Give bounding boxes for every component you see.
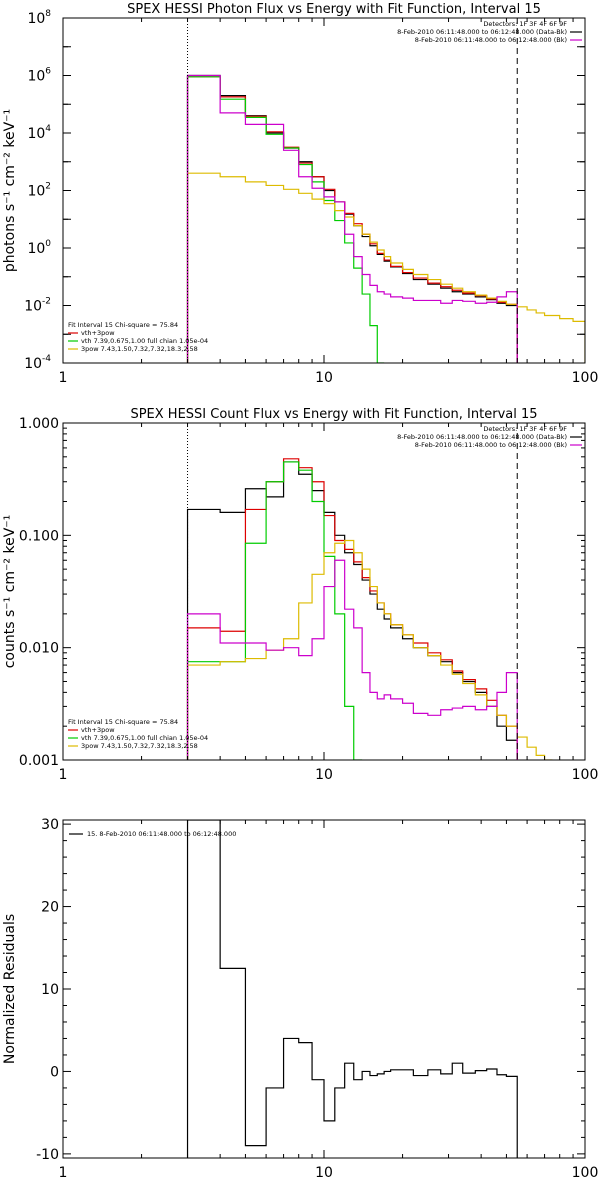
chart-panel-1: 1 10 100 0.001 0.010 0.100 1.000 SPEX HESSI Cou… bbox=[2, 407, 598, 783]
y-tick-base: 10 bbox=[24, 299, 42, 315]
legend-bottom-entry: vth+3pow bbox=[81, 329, 115, 337]
x-tick-label: 10 bbox=[315, 767, 333, 783]
series-line bbox=[186, 461, 518, 760]
y-tick-label: 0.100 bbox=[19, 528, 59, 544]
y-tick-label: -10 bbox=[36, 1147, 59, 1163]
series-line bbox=[186, 74, 518, 363]
series-group bbox=[186, 458, 553, 760]
series-group bbox=[186, 74, 585, 363]
legend-top-entry: 15. 8-Feb-2010 06:11:48.000 to 06:12:48.… bbox=[87, 830, 236, 838]
y-tick-label: 10 bbox=[41, 982, 59, 998]
y-tick-label: 0.010 bbox=[19, 641, 59, 657]
series-group bbox=[186, 820, 518, 1158]
legend-bottom-entry: vth 7.39,0.675,1.00 full chian 1.05e-04 bbox=[81, 734, 208, 742]
y-tick-label: 1.000 bbox=[19, 416, 59, 432]
series-line bbox=[186, 461, 363, 760]
y-tick-label: 30 bbox=[41, 817, 59, 833]
y-tick-base: 10 bbox=[27, 184, 45, 200]
legend-bottom-entry: Fit Interval 15 Chi-square = 75.84 bbox=[68, 321, 178, 329]
x-tick-label: 1 bbox=[59, 370, 68, 386]
y-tick-label: 106 bbox=[27, 67, 51, 85]
y-tick-base: 10 bbox=[27, 241, 45, 257]
chart-title: SPEX HESSI Count Flux vs Energy with Fit… bbox=[130, 407, 537, 422]
y-tick-label: 10-2 bbox=[24, 297, 51, 315]
y-tick-label: 104 bbox=[27, 124, 51, 142]
y-tick-label: 10-4 bbox=[24, 354, 51, 372]
x-tick-label: 10 bbox=[315, 370, 333, 386]
y-tick-label: 108 bbox=[27, 9, 51, 27]
series-line bbox=[186, 172, 585, 363]
series-line bbox=[186, 559, 518, 760]
x-tick-label: 10 bbox=[315, 1165, 333, 1181]
y-tick-base: 10 bbox=[27, 69, 45, 85]
y-tick-base: 10 bbox=[27, 11, 45, 27]
y-tick-exponent: -4 bbox=[42, 354, 51, 364]
legend-bottom-entry: 3pow 7.43,1.50,7.32,7.32,18.3,2.58 bbox=[81, 345, 198, 353]
y-tick-label: 100 bbox=[27, 239, 51, 257]
y-axis-label: Normalized Residuals bbox=[2, 914, 18, 1064]
y-tick-exponent: 2 bbox=[45, 182, 51, 192]
legend-bottom-entry: vth+3pow bbox=[81, 726, 115, 734]
y-tick-exponent: -2 bbox=[42, 297, 51, 307]
y-tick-base: 10 bbox=[27, 126, 45, 142]
series-line bbox=[186, 74, 518, 363]
legend-top-entry: Detectors: 1F 3F 4F 6F 9F bbox=[483, 20, 567, 28]
x-tick-label: 100 bbox=[572, 370, 599, 386]
legend-top-entry: 8-Feb-2010 06:11:48.000 to 06:12:48.000 … bbox=[415, 441, 567, 449]
x-tick-label: 100 bbox=[572, 1165, 599, 1181]
y-tick-exponent: 8 bbox=[45, 9, 51, 19]
series-line bbox=[186, 539, 553, 760]
x-tick-label: 1 bbox=[59, 767, 68, 783]
series-line bbox=[186, 820, 518, 1158]
y-tick-exponent: 0 bbox=[45, 239, 51, 249]
x-tick-label: 1 bbox=[59, 1165, 68, 1181]
y-tick-label: 0.001 bbox=[19, 753, 59, 769]
legend-top-entry: 8-Feb-2010 06:11:48.000 to 06:12:48.000 … bbox=[415, 36, 567, 44]
y-tick-exponent: 6 bbox=[45, 67, 51, 77]
y-tick-base: 10 bbox=[24, 356, 42, 372]
legend-top-entry: 8-Feb-2010 06:11:48.000 to 06:12:48.000 … bbox=[397, 28, 567, 36]
chart-panel-2: 1 10 100 -10 0 10 20 30 Normalized Residuals 15. … bbox=[2, 817, 598, 1181]
y-tick-label: 20 bbox=[41, 900, 59, 916]
chart-title: SPEX HESSI Photon Flux vs Energy with Fi… bbox=[127, 2, 541, 17]
series-line bbox=[186, 76, 518, 363]
legend-bottom-entry: 3pow 7.43,1.50,7.32,7.32,18.3,2.58 bbox=[81, 742, 198, 750]
y-axis-label: photons s⁻¹ cm⁻² keV⁻¹ bbox=[2, 109, 18, 272]
legend-top-entry: 8-Feb-2010 06:11:48.000 to 06:12:48.000 … bbox=[397, 433, 567, 441]
legend-top-entry: Detectors: 1F 3F 4F 6F 9F bbox=[483, 425, 567, 433]
y-tick-label: 102 bbox=[27, 182, 51, 200]
y-tick-label: 0 bbox=[50, 1064, 59, 1080]
x-tick-label: 100 bbox=[572, 767, 599, 783]
y-tick-exponent: 4 bbox=[45, 124, 51, 134]
series-line bbox=[186, 76, 385, 363]
y-axis-label: counts s⁻¹ cm⁻² keV⁻¹ bbox=[2, 515, 18, 669]
legend-bottom-entry: Fit Interval 15 Chi-square = 75.84 bbox=[68, 718, 178, 726]
legend-bottom-entry: vth 7.39,0.675,1.00 full chian 1.05e-04 bbox=[81, 337, 208, 345]
